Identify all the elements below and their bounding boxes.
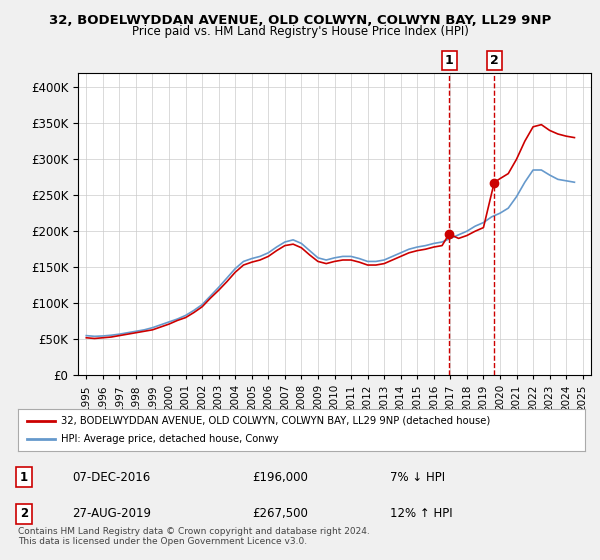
Text: 12% ↑ HPI: 12% ↑ HPI (390, 507, 452, 520)
Text: Contains HM Land Registry data © Crown copyright and database right 2024.
This d: Contains HM Land Registry data © Crown c… (18, 526, 370, 546)
Text: 07-DEC-2016: 07-DEC-2016 (72, 471, 150, 484)
Text: 1: 1 (445, 54, 454, 67)
Text: 1: 1 (20, 471, 28, 484)
Text: 2: 2 (490, 54, 499, 67)
Text: £196,000: £196,000 (252, 471, 308, 484)
Text: HPI: Average price, detached house, Conwy: HPI: Average price, detached house, Conw… (61, 434, 278, 444)
Text: 2: 2 (20, 507, 28, 520)
Text: 27-AUG-2019: 27-AUG-2019 (72, 507, 151, 520)
Text: Price paid vs. HM Land Registry's House Price Index (HPI): Price paid vs. HM Land Registry's House … (131, 25, 469, 38)
Text: 7% ↓ HPI: 7% ↓ HPI (390, 471, 445, 484)
Text: 32, BODELWYDDAN AVENUE, OLD COLWYN, COLWYN BAY, LL29 9NP (detached house): 32, BODELWYDDAN AVENUE, OLD COLWYN, COLW… (61, 416, 490, 426)
Text: 32, BODELWYDDAN AVENUE, OLD COLWYN, COLWYN BAY, LL29 9NP: 32, BODELWYDDAN AVENUE, OLD COLWYN, COLW… (49, 14, 551, 27)
Text: £267,500: £267,500 (252, 507, 308, 520)
